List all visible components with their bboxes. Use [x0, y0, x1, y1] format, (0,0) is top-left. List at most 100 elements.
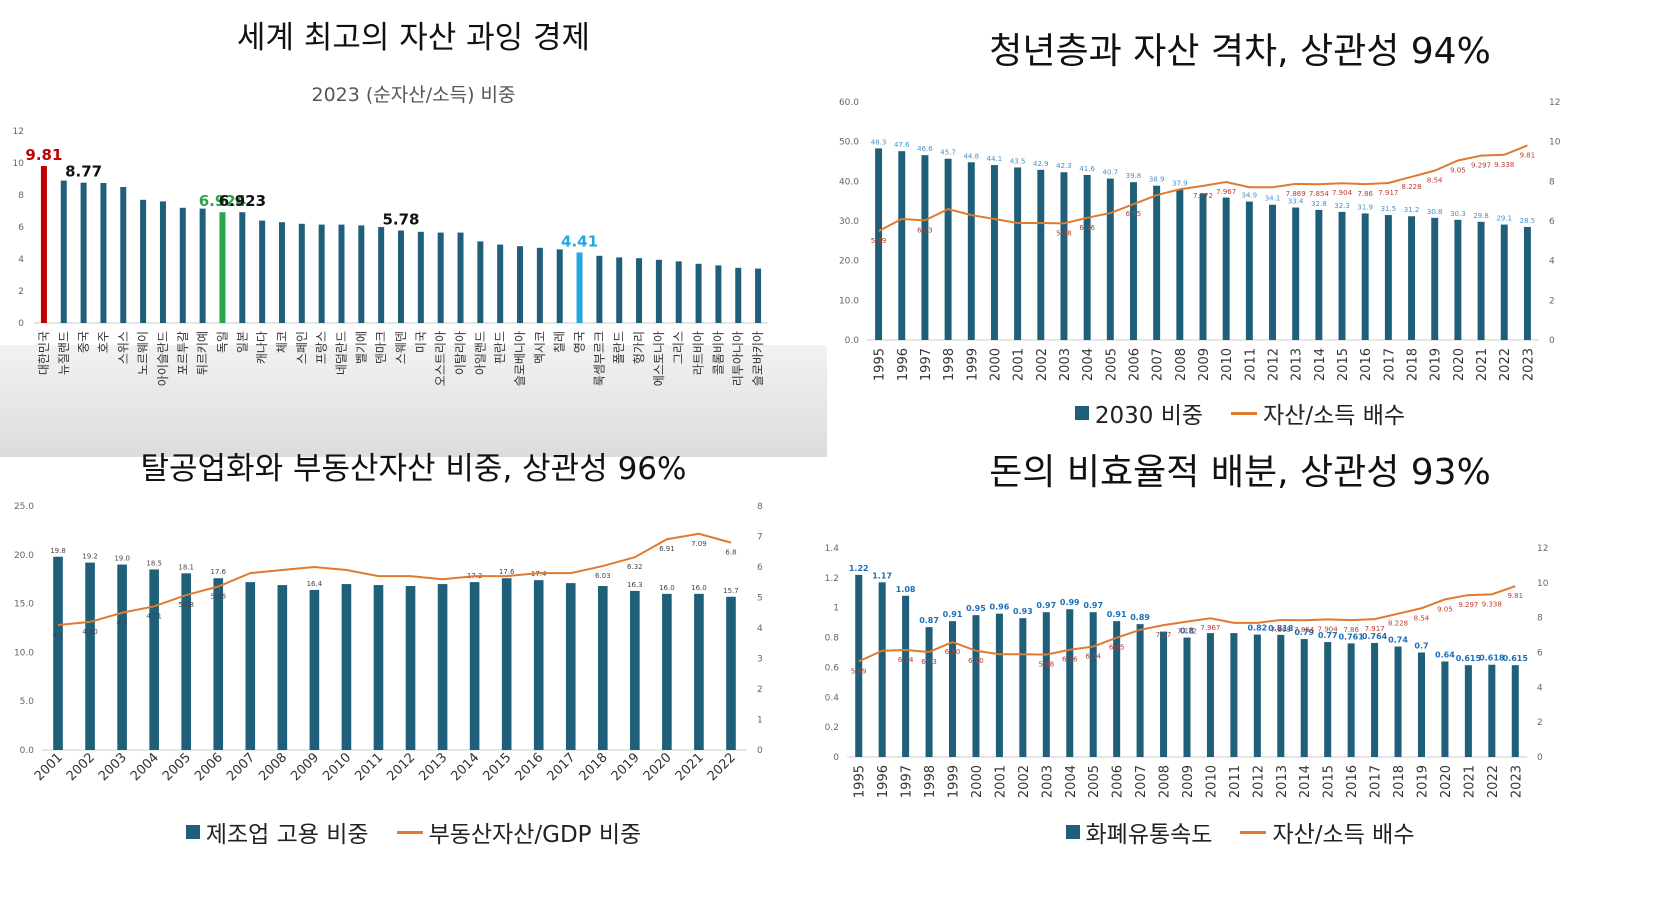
bar-data-label: 0.64 — [1435, 650, 1455, 659]
bar — [921, 155, 929, 340]
y2-tick-label: 4 — [757, 624, 763, 634]
bar-data-label: 0.818 — [1268, 624, 1294, 633]
line-data-label: 6.14 — [898, 656, 914, 664]
bar — [378, 227, 385, 323]
y-tick-label: 0.2 — [825, 723, 839, 733]
legend-line-label: 자산/소득 배수 — [1272, 822, 1415, 848]
bar — [902, 595, 910, 757]
bar-data-label: 31.2 — [1404, 206, 1420, 214]
legend-bar-label: 제조업 고용 비중 — [205, 822, 369, 848]
bar — [477, 241, 484, 323]
bar — [517, 246, 524, 323]
bar-data-label: 16.3 — [627, 581, 643, 589]
category-label: 포르투갈 — [176, 331, 190, 375]
line-data-label: 9.297 — [1458, 601, 1478, 609]
bar-data-label: 38.9 — [1149, 176, 1165, 184]
line-data-label: 6.03 — [921, 658, 937, 666]
category-label: 1999 — [947, 765, 962, 798]
y2-tick-label: 12 — [1549, 98, 1560, 108]
category-label: 멕시코 — [533, 331, 547, 364]
category-label: 2014 — [448, 750, 482, 784]
category-label: 2009 — [1181, 765, 1196, 798]
bar — [417, 231, 424, 323]
bar — [358, 225, 365, 323]
line-data-label: 6.60 — [945, 648, 961, 656]
category-label: 캐나다 — [255, 331, 269, 364]
bar-data-label: 1.08 — [896, 585, 916, 594]
bar-data-label: 0.99 — [1060, 598, 1080, 607]
category-label: 체코 — [275, 331, 289, 353]
bar — [944, 158, 952, 340]
bar — [616, 257, 623, 323]
y2-tick-label: 4 — [1537, 683, 1543, 693]
bar — [1136, 624, 1144, 757]
bar-data-label: 48.3 — [871, 138, 887, 146]
line-series — [878, 144, 1528, 233]
category-label: 칠레 — [553, 331, 567, 353]
line-data-label: 4.20 — [82, 628, 98, 636]
line-data-label: 4.71 — [146, 612, 162, 620]
legend-item-bar: 제조업 고용 비중 — [185, 815, 369, 849]
bar — [1454, 219, 1462, 340]
legend-item-line: 자산/소득 배수 — [1240, 815, 1415, 849]
y2-tick-label: 2 — [1549, 296, 1555, 306]
category-label: 2018 — [1406, 348, 1421, 381]
bar — [1176, 189, 1184, 340]
line-data-label: 6.03 — [917, 226, 933, 234]
category-label: 2008 — [1158, 765, 1173, 798]
bar — [655, 259, 662, 323]
bar-data-label: 0.7 — [1414, 642, 1428, 651]
y-tick-label: 20.0 — [839, 257, 859, 267]
line-data-label: 7.854 — [1309, 190, 1330, 198]
line-data-label: 7.967 — [1216, 188, 1236, 196]
bar — [1019, 618, 1027, 757]
category-label: 1996 — [896, 348, 911, 381]
category-label: 그리스 — [672, 331, 686, 364]
y2-tick-label: 8 — [1537, 614, 1543, 624]
category-label: 2003 — [96, 750, 130, 784]
bar — [179, 207, 186, 323]
data-label: 8.77 — [65, 163, 102, 181]
category-label: 2004 — [1064, 765, 1079, 798]
bar — [213, 578, 224, 750]
bar-data-label: 0.615 — [1456, 654, 1482, 663]
category-label: 아일랜드 — [473, 331, 487, 375]
category-label: 2010 — [1220, 348, 1235, 381]
line-data-label: 7.869 — [1286, 190, 1306, 198]
category-label: 2012 — [1267, 348, 1282, 381]
bar-data-label: 44.1 — [987, 155, 1003, 163]
bar — [318, 224, 325, 323]
line-data-label: 6.32 — [627, 563, 643, 571]
y2-tick-label: 12 — [1537, 544, 1548, 554]
bar — [695, 263, 702, 323]
bar-data-label: 0.89 — [1130, 613, 1150, 622]
bar — [140, 199, 147, 323]
bar-data-label: 0.615 — [1503, 654, 1529, 663]
y-tick-label: 10.0 — [839, 296, 859, 306]
y-tick-label: 6 — [18, 223, 24, 233]
category-label: 스위스 — [116, 331, 130, 364]
bar — [338, 224, 345, 323]
category-label: 2022 — [1498, 348, 1513, 381]
category-label: 오스트리아 — [434, 331, 448, 386]
category-label: 2017 — [545, 750, 579, 784]
y-tick-label: 12 — [13, 127, 24, 137]
y-tick-label: 50.0 — [839, 138, 859, 148]
category-label: 2002 — [64, 750, 98, 784]
category-label: 2021 — [673, 750, 707, 784]
line-data-label: 7.904 — [1318, 625, 1339, 633]
bar — [437, 232, 444, 323]
y-tick-label: 20.0 — [14, 551, 34, 561]
bar-data-label: 0.79 — [1294, 628, 1314, 637]
bar — [1037, 169, 1045, 340]
bar — [469, 582, 480, 750]
category-label: 슬로베니아 — [513, 331, 527, 386]
y-tick-label: 0.4 — [825, 693, 840, 703]
y2-tick-label: 0 — [1537, 753, 1543, 763]
category-label: 1999 — [965, 348, 980, 381]
category-label: 스웨덴 — [394, 331, 408, 364]
y2-tick-label: 7 — [757, 533, 763, 543]
bar-data-label: 0.93 — [1013, 607, 1033, 616]
bar — [694, 593, 704, 750]
y-tick-label: 0.8 — [825, 634, 840, 644]
